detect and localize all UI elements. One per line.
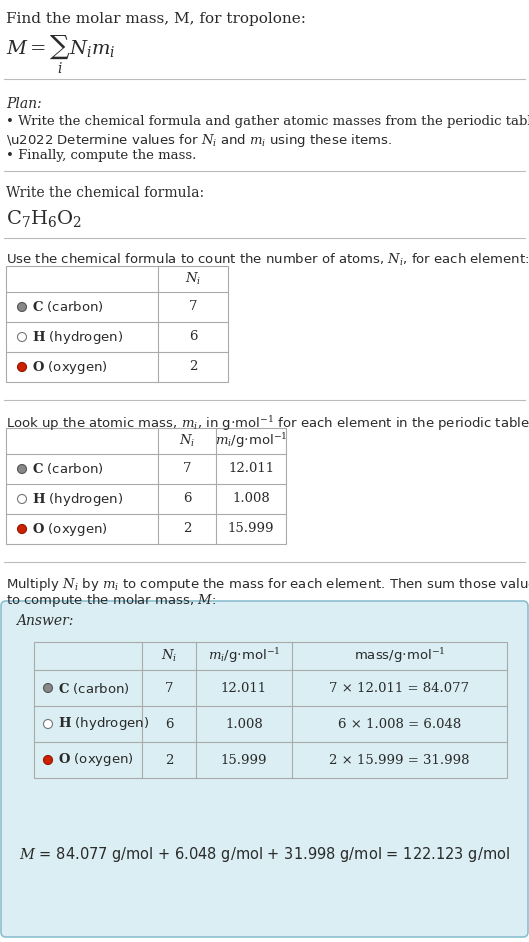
Text: Answer:: Answer: <box>16 614 74 628</box>
Bar <box>34 642 507 778</box>
Text: $\mathbf{C}$ (carbon): $\mathbf{C}$ (carbon) <box>32 300 104 315</box>
Circle shape <box>43 684 52 692</box>
Text: 6: 6 <box>165 718 174 730</box>
Circle shape <box>43 720 52 728</box>
Text: 7: 7 <box>189 300 197 314</box>
Text: 2: 2 <box>183 523 191 535</box>
Text: $\mathbf{H}$ (hydrogen): $\mathbf{H}$ (hydrogen) <box>32 491 123 508</box>
Circle shape <box>17 464 26 474</box>
Text: • Finally, compute the mass.: • Finally, compute the mass. <box>6 149 196 162</box>
Text: $\mathrm{C_7H_6O_2}$: $\mathrm{C_7H_6O_2}$ <box>6 208 82 229</box>
Text: 7 × 12.011 = 84.077: 7 × 12.011 = 84.077 <box>330 681 470 694</box>
Text: $M = \sum_i N_i m_i$: $M = \sum_i N_i m_i$ <box>6 34 115 76</box>
Text: $N_i$: $N_i$ <box>185 271 201 287</box>
Text: • Write the chemical formula and gather atomic masses from the periodic table.: • Write the chemical formula and gather … <box>6 115 529 128</box>
Text: 12.011: 12.011 <box>228 463 274 476</box>
Bar <box>6 428 286 544</box>
Text: 1.008: 1.008 <box>225 718 263 730</box>
Text: $\mathbf{H}$ (hydrogen): $\mathbf{H}$ (hydrogen) <box>58 716 149 733</box>
Text: $N_i$: $N_i$ <box>161 648 177 664</box>
Text: 15.999: 15.999 <box>228 523 274 535</box>
Circle shape <box>17 302 26 312</box>
Text: 6 × 1.008 = 6.048: 6 × 1.008 = 6.048 <box>338 718 461 730</box>
Text: $\mathbf{H}$ (hydrogen): $\mathbf{H}$ (hydrogen) <box>32 329 123 346</box>
Circle shape <box>43 755 52 765</box>
Text: $N_i$: $N_i$ <box>179 433 195 449</box>
Text: Write the chemical formula:: Write the chemical formula: <box>6 186 204 200</box>
Circle shape <box>17 525 26 533</box>
Text: Plan:: Plan: <box>6 97 42 111</box>
Text: 2: 2 <box>189 361 197 373</box>
Text: 15.999: 15.999 <box>221 754 267 767</box>
Text: 1.008: 1.008 <box>232 493 270 506</box>
Text: 7: 7 <box>183 463 191 476</box>
Text: mass/g$\cdot$mol$^{-1}$: mass/g$\cdot$mol$^{-1}$ <box>354 646 445 665</box>
Text: Use the chemical formula to count the number of atoms, $N_i$, for each element:: Use the chemical formula to count the nu… <box>6 252 529 268</box>
Text: 6: 6 <box>189 331 197 344</box>
FancyBboxPatch shape <box>1 601 528 937</box>
Text: $\mathbf{C}$ (carbon): $\mathbf{C}$ (carbon) <box>32 462 104 477</box>
Text: 7: 7 <box>165 681 174 694</box>
Text: to compute the molar mass, $M$:: to compute the molar mass, $M$: <box>6 592 216 609</box>
Text: $\mathbf{O}$ (oxygen): $\mathbf{O}$ (oxygen) <box>32 521 108 538</box>
Text: Multiply $N_i$ by $m_i$ to compute the mass for each element. Then sum those val: Multiply $N_i$ by $m_i$ to compute the m… <box>6 576 529 593</box>
Text: Look up the atomic mass, $m_i$, in g$\cdot$mol$^{-1}$ for each element in the pe: Look up the atomic mass, $m_i$, in g$\cd… <box>6 414 529 433</box>
Circle shape <box>17 363 26 371</box>
Text: 6: 6 <box>183 493 191 506</box>
Text: 12.011: 12.011 <box>221 681 267 694</box>
Text: \u2022 Determine values for $N_i$ and $m_i$ using these items.: \u2022 Determine values for $N_i$ and $m… <box>6 132 392 149</box>
Text: $m_i$/g$\cdot$mol$^{-1}$: $m_i$/g$\cdot$mol$^{-1}$ <box>208 646 280 665</box>
Text: $m_i$/g$\cdot$mol$^{-1}$: $m_i$/g$\cdot$mol$^{-1}$ <box>215 431 287 450</box>
Text: 2 × 15.999 = 31.998: 2 × 15.999 = 31.998 <box>329 754 470 767</box>
Text: $\mathbf{C}$ (carbon): $\mathbf{C}$ (carbon) <box>58 680 130 695</box>
Text: Find the molar mass, M, for tropolone:: Find the molar mass, M, for tropolone: <box>6 12 306 26</box>
Bar <box>6 266 228 382</box>
Text: $\mathbf{O}$ (oxygen): $\mathbf{O}$ (oxygen) <box>58 752 134 769</box>
Text: $M$ = 84.077 g/mol + 6.048 g/mol + 31.998 g/mol = 122.123 g/mol: $M$ = 84.077 g/mol + 6.048 g/mol + 31.99… <box>19 846 510 865</box>
Text: 2: 2 <box>165 754 173 767</box>
Circle shape <box>17 333 26 342</box>
Text: $\mathbf{O}$ (oxygen): $\mathbf{O}$ (oxygen) <box>32 359 108 376</box>
Circle shape <box>17 495 26 504</box>
